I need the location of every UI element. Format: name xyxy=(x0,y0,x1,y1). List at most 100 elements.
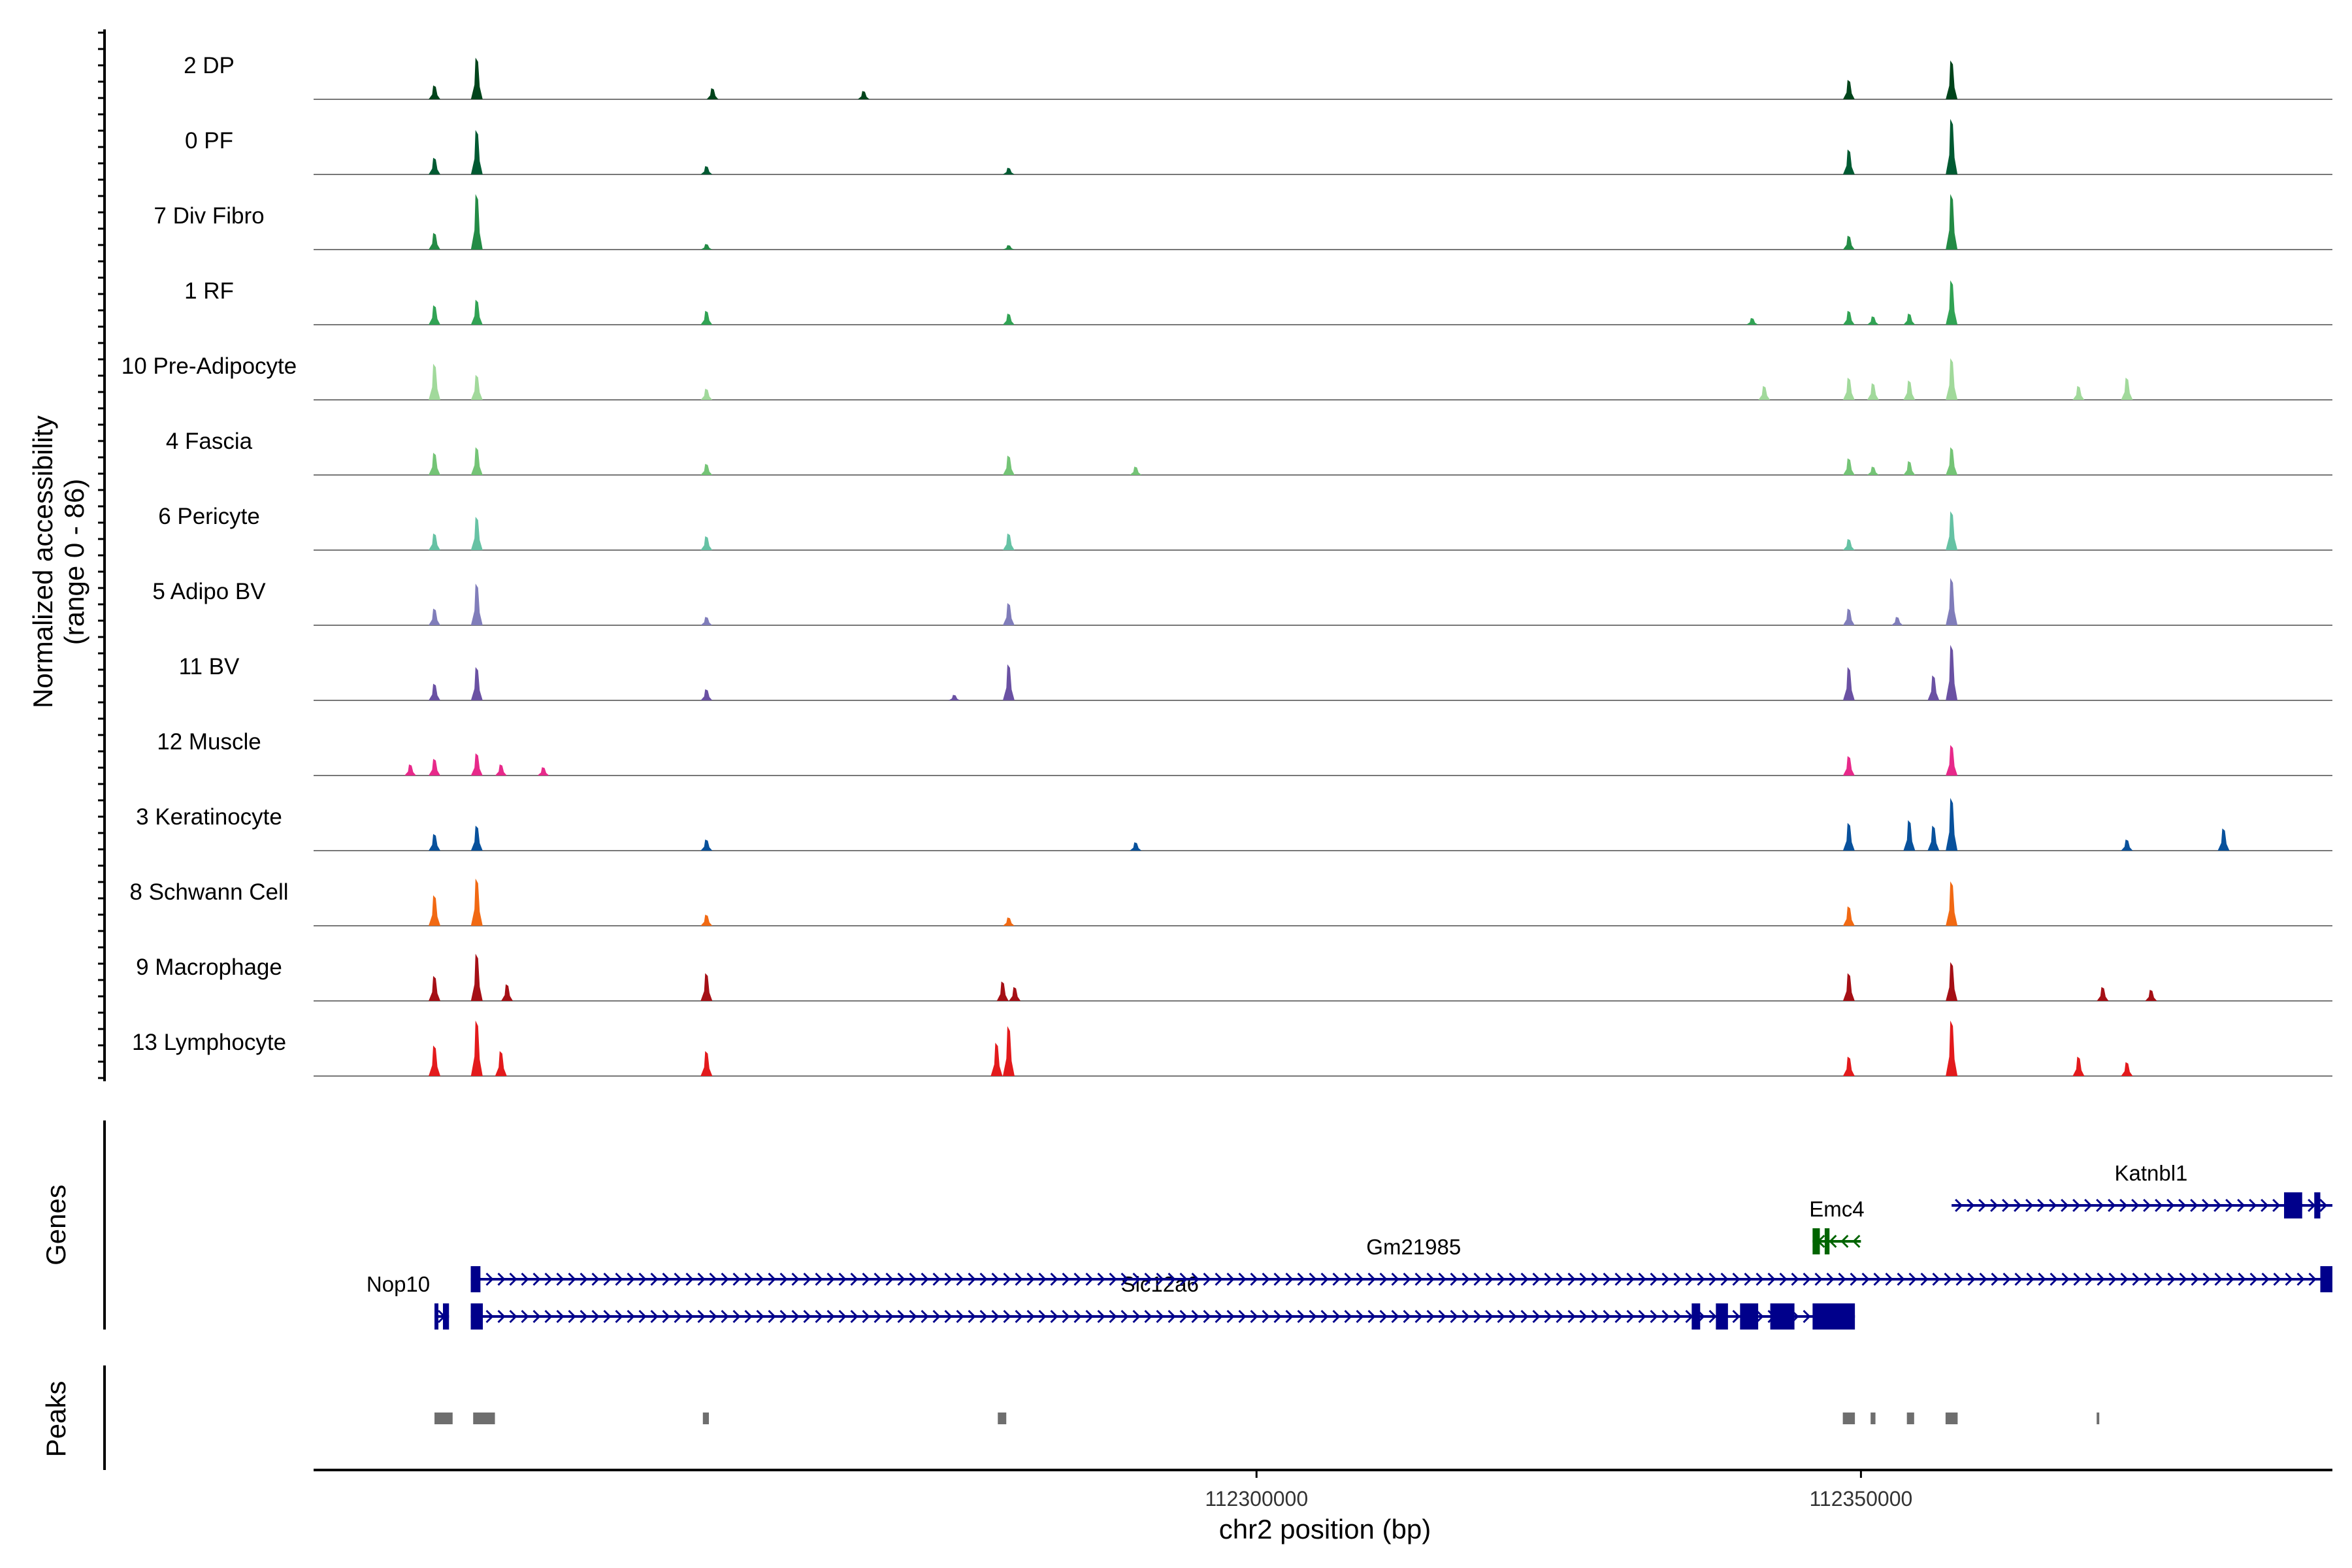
strand-arrow xyxy=(2213,1198,2222,1213)
strand-arrow xyxy=(1473,1309,1482,1324)
exon xyxy=(1770,1303,1795,1330)
strand-arrow xyxy=(968,1272,976,1286)
strand-arrow xyxy=(1144,1309,1152,1324)
strand-arrow xyxy=(2296,1272,2305,1286)
strand-arrow xyxy=(2014,1272,2023,1286)
strand-arrow xyxy=(1990,1198,1999,1213)
strand-arrow xyxy=(580,1309,588,1324)
coverage-peak xyxy=(1002,533,1015,550)
coverage-peak xyxy=(429,85,441,99)
strand-arrow xyxy=(627,1309,635,1324)
strand-arrow xyxy=(1003,1309,1011,1324)
coverage-peak xyxy=(429,233,441,250)
coverage-peak xyxy=(1946,194,1958,250)
track-label: 11 BV xyxy=(179,654,240,679)
strand-arrow xyxy=(1450,1309,1458,1324)
strand-arrow xyxy=(1226,1309,1235,1324)
strand-arrow xyxy=(1991,1272,1999,1286)
strand-arrow xyxy=(2097,1272,2105,1286)
gene-gm21985: Gm21985 xyxy=(470,1235,2332,1292)
strand-arrow xyxy=(1050,1272,1058,1286)
strand-arrow xyxy=(674,1272,682,1286)
exon xyxy=(1716,1303,1728,1330)
coverage-peak xyxy=(1842,1056,1855,1076)
track-label: 7 Div Fibro xyxy=(154,203,264,229)
coverage-peak xyxy=(1002,167,1015,174)
strand-arrow xyxy=(1285,1309,1294,1324)
strand-arrow xyxy=(968,1309,976,1324)
coverage-peak xyxy=(1946,798,1958,851)
strand-arrow xyxy=(1250,1309,1258,1324)
strand-arrow xyxy=(1426,1309,1435,1324)
strand-arrow xyxy=(1109,1272,1117,1286)
track-8-schwann-cell: 8 Schwann Cell xyxy=(129,878,2332,926)
x-tick-label: 112350000 xyxy=(1809,1487,1912,1511)
strand-arrow xyxy=(532,1272,541,1286)
strand-arrow xyxy=(685,1272,694,1286)
strand-arrow xyxy=(1391,1272,1399,1286)
strand-arrow xyxy=(685,1309,694,1324)
strand-arrow xyxy=(1579,1272,1588,1286)
strand-arrow xyxy=(1191,1309,1200,1324)
strand-arrow xyxy=(1603,1272,1611,1286)
track-9-macrophage: 9 Macrophage xyxy=(136,953,2332,1002)
strand-arrow xyxy=(1168,1309,1176,1324)
coverage-peak xyxy=(429,683,441,700)
coverage-peak xyxy=(1946,962,1958,1001)
coverage-peak xyxy=(700,389,713,400)
peaks-label: Peaks xyxy=(41,1381,71,1458)
strand-arrow xyxy=(1732,1272,1740,1286)
coverage-peak xyxy=(470,583,483,625)
strand-arrow xyxy=(1873,1272,1882,1286)
strand-arrow xyxy=(2225,1198,2234,1213)
strand-arrow xyxy=(874,1272,882,1286)
peak-regions xyxy=(434,1413,2100,1424)
strand-arrow xyxy=(1829,1234,1837,1249)
strand-arrow xyxy=(1414,1272,1423,1286)
coverage-peak xyxy=(470,130,483,174)
strand-arrow xyxy=(2073,1272,2082,1286)
strand-arrow xyxy=(979,1272,988,1286)
coverage-peak xyxy=(1002,603,1015,625)
gene-label: Nop10 xyxy=(367,1272,430,1296)
exon xyxy=(1691,1303,1701,1330)
strand-arrow xyxy=(1156,1309,1164,1324)
strand-arrow xyxy=(1273,1309,1282,1324)
peak-region xyxy=(1870,1413,1876,1424)
strand-arrow xyxy=(2155,1272,2164,1286)
strand-arrow xyxy=(1085,1309,1094,1324)
strand-arrow xyxy=(1650,1272,1658,1286)
strand-arrow xyxy=(744,1309,753,1324)
strand-arrow xyxy=(1320,1309,1329,1324)
strand-arrow xyxy=(732,1272,741,1286)
exon xyxy=(1740,1303,1759,1330)
strand-arrow xyxy=(1955,1272,1964,1286)
strand-arrow xyxy=(838,1309,847,1324)
strand-arrow xyxy=(1438,1272,1446,1286)
genes-label: Genes xyxy=(41,1184,71,1266)
strand-arrow xyxy=(721,1272,729,1286)
strand-arrow xyxy=(862,1309,870,1324)
track-13-lymphocyte: 13 Lymphocyte xyxy=(132,1021,2332,1077)
strand-arrow xyxy=(1544,1272,1552,1286)
coverage-peak xyxy=(1946,60,1958,99)
strand-arrow xyxy=(709,1309,717,1324)
strand-arrow xyxy=(1532,1309,1541,1324)
strand-arrow xyxy=(591,1309,600,1324)
coverage-peak xyxy=(2097,987,2109,1001)
track-label: 6 Pericyte xyxy=(158,504,260,529)
exon xyxy=(1824,1228,1830,1254)
strand-arrow xyxy=(1462,1309,1470,1324)
strand-arrow xyxy=(2049,1198,2057,1213)
track-4-fascia: 4 Fascia xyxy=(166,429,2332,476)
strand-arrow xyxy=(874,1309,882,1324)
strand-arrow xyxy=(2096,1198,2104,1213)
coverage-peak xyxy=(470,299,483,325)
strand-arrow xyxy=(1097,1272,1105,1286)
exon xyxy=(1812,1228,1820,1254)
strand-arrow xyxy=(909,1272,917,1286)
strand-arrow xyxy=(850,1272,858,1286)
strand-arrow xyxy=(1414,1309,1423,1324)
coverage-peak xyxy=(1130,842,1142,851)
track-label: 3 Keratinocyte xyxy=(136,804,282,830)
